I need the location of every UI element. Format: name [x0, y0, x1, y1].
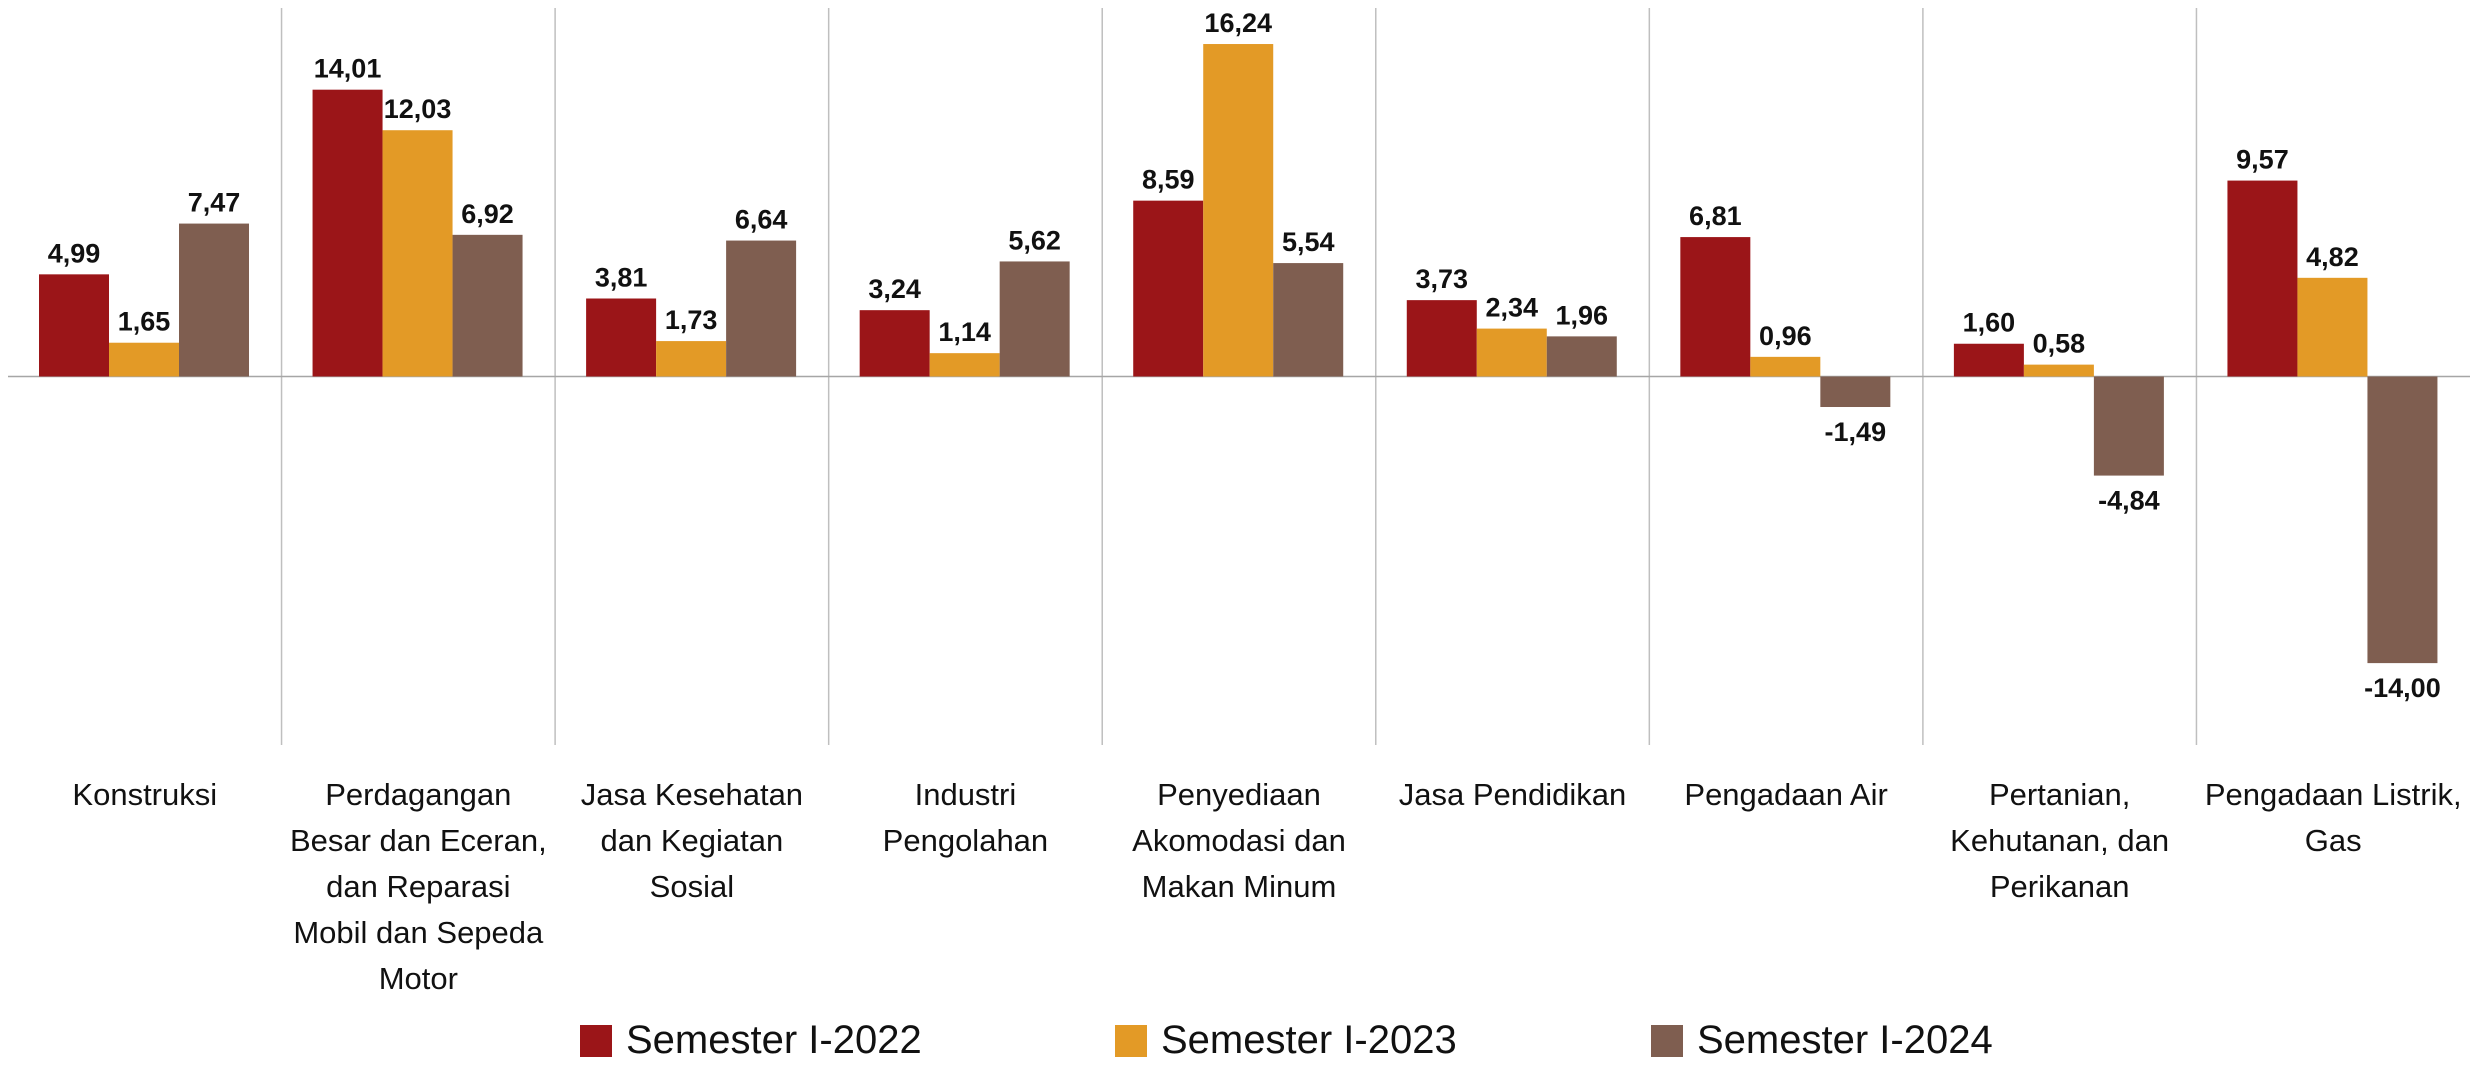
value-label: 12,03 — [384, 94, 452, 124]
bar — [1953, 343, 2024, 377]
x-tick-label: Penyediaan Akomodasi dan Makan Minum — [1132, 777, 1346, 904]
legend-swatch — [580, 1024, 612, 1057]
value-label: 14,01 — [314, 54, 382, 84]
bar — [2227, 180, 2298, 377]
value-label: 5,62 — [1008, 225, 1061, 255]
legend-item: Semester I-2022 — [580, 1018, 922, 1063]
bar — [1750, 356, 1821, 377]
legend-label: Semester I-2022 — [626, 1018, 922, 1062]
x-tick-label: Jasa Kesehatan dan Kegiatan Sosial — [580, 777, 804, 904]
x-tick-label: Pengadaan Air — [1684, 777, 1888, 812]
bar — [2023, 364, 2094, 377]
x-tick-label: Konstruksi — [72, 777, 218, 812]
value-label: 6,81 — [1689, 201, 1742, 231]
bar — [452, 234, 523, 377]
value-label: 0,96 — [1759, 321, 1812, 351]
value-label: 1,65 — [118, 307, 171, 337]
bar — [179, 223, 249, 377]
x-tick-label: Pengadaan Listrik, Gas — [2204, 777, 2462, 858]
value-label: 4,82 — [2306, 242, 2359, 272]
value-label: 3,81 — [595, 263, 648, 293]
x-tick-label: Jasa Pendidikan — [1398, 777, 1627, 812]
value-label: 8,59 — [1142, 165, 1195, 195]
value-label: 7,47 — [188, 188, 241, 218]
x-tick-label: Pertanian, Kehutanan, dan Perikanan — [1950, 777, 2170, 904]
bar — [109, 342, 179, 377]
bar — [1203, 44, 1274, 377]
bar — [312, 89, 383, 377]
legend-item: Semester I-2023 — [1115, 1018, 1457, 1063]
value-label: 3,24 — [868, 274, 921, 304]
value-label: 1,96 — [1555, 300, 1608, 330]
bar — [2297, 277, 2368, 377]
value-label: 6,92 — [461, 199, 514, 229]
legend-label: Semester I-2024 — [1697, 1018, 1993, 1062]
bar — [859, 310, 930, 377]
value-label: 3,73 — [1415, 264, 1468, 294]
x-tick-label: Perdagangan Besar dan Eceran, dan Repara… — [289, 777, 547, 996]
value-label: -1,49 — [1825, 417, 1887, 447]
value-label: 16,24 — [1204, 8, 1272, 38]
bar — [656, 341, 727, 377]
bar — [1820, 376, 1891, 408]
bar — [39, 274, 109, 377]
legend-item: Semester I-2024 — [1651, 1018, 1993, 1063]
value-label: -14,00 — [2364, 673, 2441, 703]
value-label: -4,84 — [2098, 486, 2160, 516]
bar — [1406, 300, 1477, 377]
bar — [1546, 336, 1617, 377]
value-label: 5,54 — [1282, 227, 1335, 257]
legend-swatch — [1115, 1024, 1147, 1057]
value-label: 1,73 — [665, 305, 718, 335]
bar — [1133, 200, 1204, 377]
bar — [1476, 328, 1547, 377]
legend-swatch — [1651, 1024, 1683, 1057]
bar — [2093, 376, 2164, 476]
legend-label: Semester I-2023 — [1161, 1018, 1457, 1062]
value-label: 1,60 — [1963, 308, 2016, 338]
bar — [726, 240, 797, 377]
bar — [1273, 263, 1344, 377]
value-label: 1,14 — [938, 317, 991, 347]
bar — [929, 353, 1000, 377]
value-label: 9,57 — [2236, 145, 2289, 175]
value-label: 2,34 — [1485, 293, 1538, 323]
bar — [2367, 376, 2438, 664]
bar — [586, 298, 657, 377]
value-label: 6,64 — [735, 205, 788, 235]
value-label: 4,99 — [48, 238, 101, 268]
bar — [1680, 237, 1751, 377]
bar — [382, 130, 453, 377]
x-tick-label: Industri Pengolahan — [882, 777, 1049, 858]
bar — [999, 261, 1070, 377]
value-label: 0,58 — [2033, 329, 2086, 359]
